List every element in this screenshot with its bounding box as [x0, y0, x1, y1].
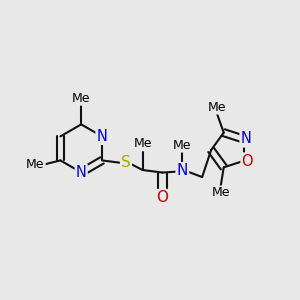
Text: O: O	[242, 154, 253, 169]
Text: Me: Me	[211, 187, 230, 200]
Text: Me: Me	[72, 92, 90, 105]
Text: Me: Me	[207, 100, 226, 113]
Text: N: N	[241, 131, 251, 146]
Text: N: N	[177, 163, 188, 178]
Text: S: S	[121, 155, 131, 170]
Text: Me: Me	[26, 158, 45, 171]
Text: N: N	[97, 129, 107, 144]
Text: N: N	[76, 165, 87, 180]
Text: Me: Me	[134, 137, 152, 150]
Text: Me: Me	[173, 139, 192, 152]
Text: O: O	[157, 190, 169, 205]
